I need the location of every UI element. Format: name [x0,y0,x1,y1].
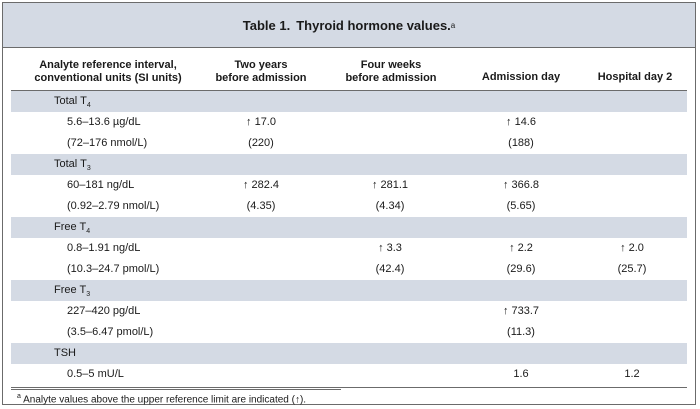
section-label: TSH [54,347,76,359]
title-footnote-mark: a [450,20,456,30]
reference-range: 227–420 pg/dL [67,305,141,317]
section-row-free-t3: Free T3 [11,280,687,301]
section-label: Free T4 [54,221,91,235]
reference-range-si: (72–176 nmol/L) [67,137,148,149]
value-four-weeks: ↑ 281.1 [371,179,409,191]
header-line: Hospital day 2 [597,71,673,83]
column-headers: Analyte reference interval, conventional… [3,47,695,91]
value-admission-day: (188) [508,137,534,149]
header-line: Two years [234,59,288,71]
header-line: before admission [215,72,307,84]
value-four-weeks: (42.4) [375,263,405,275]
table-bottom-rule [11,387,687,388]
header-divider [11,90,687,91]
section-row-total-t4: Total T4 [11,91,687,112]
header-two-years: Two years before admission [211,59,311,85]
table-row: (72–176 nmol/L) (220) (188) [11,133,687,154]
table-row: 0.8–1.91 ng/dL ↑ 3.3 ↑ 2.2 ↑ 2.0 [11,238,687,259]
value-admission-day: ↑ 366.8 [502,179,540,191]
reference-range: 60–181 ng/dL [67,179,135,191]
section-label: Free T3 [54,284,91,298]
table-row: 227–420 pg/dL ↑ 733.7 [11,301,687,322]
value-admission-day: ↑ 733.7 [502,305,540,317]
table-row: (3.5–6.47 pmol/L) (11.3) [11,322,687,343]
value-admission-day: (29.6) [506,263,536,275]
header-line: before admission [345,72,437,84]
value-hospital-day-2: (25.7) [617,263,647,275]
section-row-total-t3: Total T3 [11,154,687,175]
table-frame: Table 1. Thyroid hormone values. a Analyt… [2,2,696,405]
reference-range-si: (0.92–2.79 nmol/L) [67,200,160,212]
footnote: a Analyte values above the upper referen… [17,393,306,405]
value-admission-day: (5.65) [506,200,536,212]
section-row-tsh: TSH [11,343,687,364]
header-line: Four weeks [360,59,422,71]
table-tail [3,3,695,404]
footnote-text: Analyte values above the upper reference… [23,394,307,406]
value-admission-day: 1.6 [513,368,529,380]
table-row: (0.92–2.79 nmol/L) (4.35) (4.34) (5.65) [11,196,687,217]
header-line: Analyte reference interval, [39,59,177,71]
value-two-years: (4.35) [246,200,276,212]
reference-range: 0.8–1.91 ng/dL [67,242,141,254]
header-four-weeks: Four weeks before admission [341,59,441,85]
table-row: (10.3–24.7 pmol/L) (42.4) (29.6) (25.7) [11,259,687,280]
section-row-free-t4: Free T4 [11,217,687,238]
header-reference-interval: Analyte reference interval, conventional… [23,59,193,85]
table-title: Table 1. Thyroid hormone values. a [3,3,695,48]
table-number: Table 1. [242,17,291,33]
header-line: Admission day [481,71,561,83]
value-admission-day: ↑ 14.6 [506,116,536,128]
reference-range-si: (3.5–6.47 pmol/L) [67,326,154,338]
value-admission-day: ↑ 2.2 [509,242,533,254]
section-label: Total T4 [54,95,91,109]
table-row: 60–181 ng/dL ↑ 282.4 ↑ 281.1 ↑ 366.8 [11,175,687,196]
header-hospital-day-2: Hospital day 2 [585,71,685,84]
value-hospital-day-2: ↑ 2.0 [620,242,644,254]
value-hospital-day-2: 1.2 [624,368,640,380]
reference-range: 0.5–5 mU/L [67,368,124,380]
reference-range-si: (10.3–24.7 pmol/L) [67,263,160,275]
table-row: 0.5–5 mU/L 1.6 1.2 [11,364,687,385]
header-admission-day: Admission day [471,71,571,84]
table-caption: Thyroid hormone values. [296,17,451,33]
value-admission-day: (11.3) [507,326,535,338]
header-line: conventional units (SI units) [34,72,182,84]
value-two-years: (220) [248,137,274,149]
section-label: Total T3 [54,158,91,172]
reference-range: 5.6–13.6 µg/dL [67,116,141,128]
footnote-mark: a [17,393,21,400]
value-two-years: ↑ 282.4 [242,179,280,191]
footnote-rule [11,389,341,390]
value-two-years: ↑ 17.0 [246,116,276,128]
table-row: 5.6–13.6 µg/dL ↑ 17.0 ↑ 14.6 [11,112,687,133]
value-four-weeks: (4.34) [375,200,405,212]
value-four-weeks: ↑ 3.3 [378,242,402,254]
